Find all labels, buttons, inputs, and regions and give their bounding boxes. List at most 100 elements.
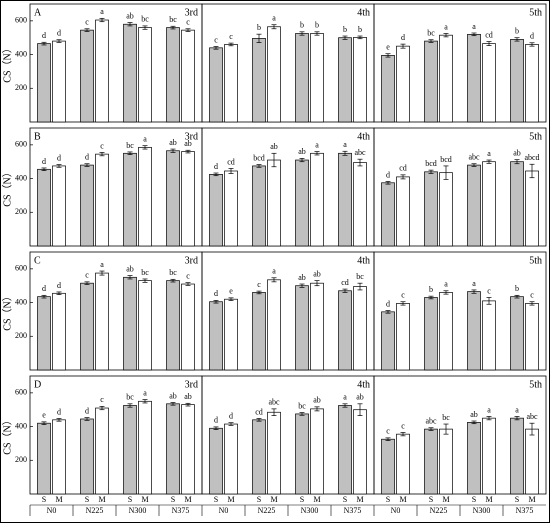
letter-label: d bbox=[85, 406, 89, 415]
x-tick-label: S bbox=[42, 495, 46, 504]
letter-label: c bbox=[85, 18, 89, 27]
bar bbox=[439, 172, 453, 247]
letter-label: ab bbox=[298, 273, 306, 282]
x-tick-label: M bbox=[270, 495, 277, 504]
bar bbox=[52, 165, 66, 247]
bar bbox=[525, 428, 539, 495]
x-group-label: N225 bbox=[258, 506, 276, 515]
bar bbox=[439, 428, 453, 495]
letter-label: ab bbox=[270, 142, 278, 151]
letter-label: bc bbox=[141, 268, 149, 277]
letter-label: c bbox=[85, 271, 89, 280]
bar bbox=[80, 29, 94, 123]
letter-label: c bbox=[100, 395, 104, 404]
letter-label: c bbox=[487, 286, 491, 295]
bar bbox=[80, 164, 94, 247]
x-tick-label: M bbox=[528, 495, 535, 504]
bar bbox=[52, 419, 66, 495]
x-tick-label: S bbox=[429, 495, 433, 504]
bar bbox=[224, 44, 238, 123]
bar bbox=[95, 272, 109, 371]
x-tick-label: M bbox=[356, 495, 363, 504]
letter-label: a bbox=[343, 140, 347, 149]
x-tick-label: S bbox=[386, 495, 390, 504]
bar bbox=[482, 417, 496, 495]
letter-label: a bbox=[472, 22, 476, 31]
bar bbox=[295, 33, 309, 123]
y-tick-label: 600 bbox=[15, 140, 27, 149]
panel-stage: 4th bbox=[357, 131, 370, 142]
letter-label: bcd bbox=[253, 153, 265, 162]
panel-stage: 5th bbox=[529, 131, 542, 142]
y-axis-label: CS（N） bbox=[1, 167, 13, 206]
x-tick-label: M bbox=[55, 495, 62, 504]
letter-label: bc bbox=[356, 272, 364, 281]
letter-label: e bbox=[386, 43, 390, 52]
bar bbox=[439, 34, 453, 123]
bar bbox=[467, 33, 481, 123]
bar bbox=[95, 407, 109, 495]
letter-label: abcd bbox=[524, 153, 539, 162]
letter-label: bcd bbox=[425, 159, 437, 168]
bar bbox=[252, 38, 266, 123]
x-group-label: N300 bbox=[473, 506, 491, 515]
panel-letter: C bbox=[34, 255, 41, 266]
letter-label: cd bbox=[399, 164, 407, 173]
letter-label: d bbox=[229, 412, 233, 421]
letter-label: a bbox=[143, 135, 147, 144]
bar bbox=[510, 161, 524, 247]
y-tick-label: 400 bbox=[15, 49, 27, 58]
bar bbox=[353, 286, 367, 371]
x-tick-label: S bbox=[128, 495, 132, 504]
bar bbox=[381, 311, 395, 371]
bar bbox=[338, 152, 352, 247]
letter-label: bc bbox=[298, 401, 306, 410]
bar bbox=[381, 182, 395, 247]
letter-label: a bbox=[100, 7, 104, 16]
x-group-label: N375 bbox=[172, 506, 190, 515]
bar bbox=[396, 433, 410, 495]
x-tick-label: M bbox=[313, 495, 320, 504]
x-group-label: N300 bbox=[301, 506, 319, 515]
bar bbox=[482, 300, 496, 371]
panel-stage: 4th bbox=[357, 379, 370, 390]
letter-label: ab bbox=[513, 149, 521, 158]
bar bbox=[37, 296, 51, 371]
letter-label: b bbox=[343, 25, 347, 34]
bar bbox=[123, 23, 137, 123]
x-tick-label: S bbox=[472, 495, 476, 504]
x-group-label: N0 bbox=[219, 506, 229, 515]
x-group-label: N375 bbox=[516, 506, 534, 515]
letter-label: a bbox=[272, 267, 276, 276]
letter-label: a bbox=[444, 280, 448, 289]
letter-label: ab bbox=[298, 147, 306, 156]
letter-label: a bbox=[487, 405, 491, 414]
y-tick-label: 400 bbox=[15, 421, 27, 430]
letter-label: d bbox=[57, 29, 61, 38]
bar bbox=[424, 40, 438, 123]
bar bbox=[424, 171, 438, 247]
panel-letter: A bbox=[34, 7, 42, 18]
bar bbox=[37, 43, 51, 123]
letter-label: ab bbox=[356, 393, 364, 402]
bar bbox=[267, 159, 281, 247]
bar bbox=[467, 164, 481, 247]
bar bbox=[310, 282, 324, 371]
x-group-label: N300 bbox=[129, 506, 147, 515]
y-tick-label: 200 bbox=[15, 207, 27, 216]
letter-label: b bbox=[358, 25, 362, 34]
letter-label: d bbox=[42, 31, 46, 40]
x-tick-label: M bbox=[141, 495, 148, 504]
letter-label: c bbox=[214, 35, 218, 44]
letter-label: b bbox=[300, 21, 304, 30]
letter-label: c bbox=[257, 280, 261, 289]
y-tick-label: 200 bbox=[15, 83, 27, 92]
bar bbox=[95, 19, 109, 123]
letter-label: ab bbox=[169, 391, 177, 400]
letter-label: abc bbox=[268, 398, 280, 407]
panel-stage: 3rd bbox=[185, 379, 198, 390]
bar bbox=[353, 162, 367, 247]
letter-label: bc bbox=[126, 141, 134, 150]
letter-label: c bbox=[186, 18, 190, 27]
x-group-label: N375 bbox=[344, 506, 362, 515]
